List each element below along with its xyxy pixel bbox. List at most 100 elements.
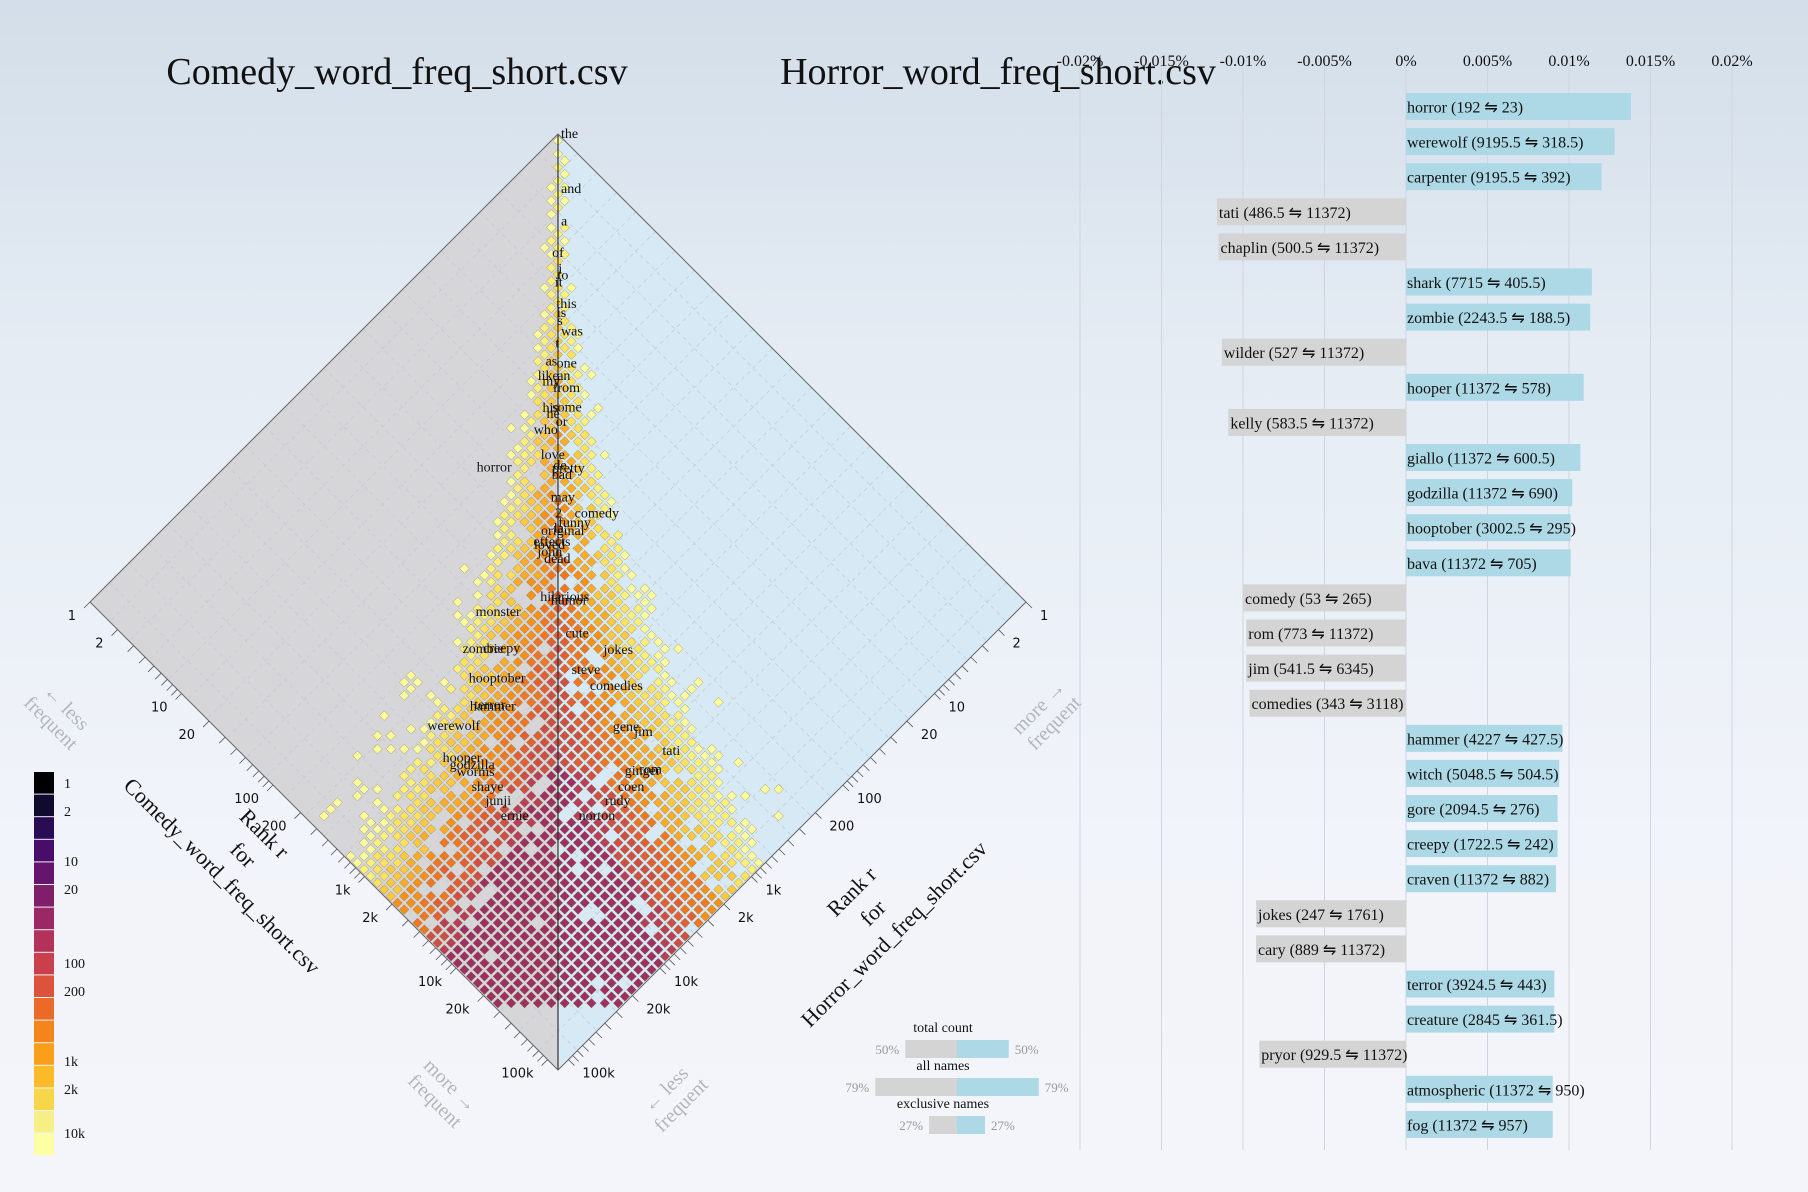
heat-cell bbox=[566, 884, 577, 895]
heat-cell bbox=[700, 777, 711, 788]
heat-cell bbox=[559, 182, 570, 193]
heat-cell bbox=[445, 737, 457, 748]
heat-cell bbox=[599, 730, 610, 741]
word-label: humor bbox=[551, 593, 588, 608]
heat-cell bbox=[653, 677, 664, 688]
heat-cell bbox=[546, 944, 557, 955]
heat-cell bbox=[633, 723, 644, 735]
heat-cell bbox=[392, 884, 403, 895]
heat-cell bbox=[693, 850, 704, 862]
heat-cell bbox=[639, 730, 650, 741]
heat-cell bbox=[519, 677, 530, 688]
heat-cell bbox=[572, 810, 584, 822]
right-rank-tick-label: 1k bbox=[765, 884, 781, 899]
bar-label: terror (3924.5 ⇋ 443) bbox=[1407, 977, 1547, 994]
heat-cell bbox=[399, 904, 410, 915]
heat-cell bbox=[613, 904, 624, 915]
heat-cell bbox=[519, 463, 530, 474]
heat-cell bbox=[459, 790, 470, 801]
heat-cell bbox=[633, 978, 644, 989]
tick-mark bbox=[493, 1011, 501, 1019]
heat-cell bbox=[613, 864, 624, 875]
heat-cell bbox=[412, 891, 423, 902]
heat-cell bbox=[466, 637, 477, 648]
grid-line bbox=[538, 582, 1007, 1051]
tick-mark bbox=[851, 775, 859, 783]
bar-label: witch (5048.5 ⇋ 504.5) bbox=[1407, 766, 1559, 783]
heat-cell bbox=[472, 723, 483, 735]
heat-cell bbox=[619, 777, 630, 788]
heat-cell bbox=[439, 917, 450, 928]
grid-line bbox=[148, 543, 617, 1012]
heat-cell bbox=[686, 911, 697, 922]
heat-cell bbox=[479, 703, 490, 715]
heat-cell bbox=[546, 931, 557, 942]
heat-cell bbox=[512, 964, 523, 975]
heat-cell bbox=[526, 777, 537, 788]
heat-cell bbox=[512, 683, 523, 694]
heat-cell bbox=[593, 616, 604, 628]
heat-cell bbox=[593, 737, 604, 748]
colorbar-swatch bbox=[34, 952, 54, 975]
heat-cell bbox=[499, 590, 510, 601]
heat-cell bbox=[512, 536, 523, 547]
word-label: horror bbox=[477, 461, 512, 476]
heat-cell bbox=[646, 844, 657, 855]
heat-cell bbox=[599, 596, 610, 608]
heat-cell bbox=[639, 703, 650, 715]
grid-line bbox=[167, 523, 637, 993]
heat-cell bbox=[492, 623, 503, 634]
heat-cell bbox=[539, 443, 550, 454]
heat-cell bbox=[492, 690, 503, 701]
grid-line bbox=[479, 211, 949, 681]
heat-cell bbox=[466, 623, 477, 634]
heat-cell bbox=[539, 496, 550, 507]
heat-cell bbox=[593, 884, 604, 895]
heat-cell bbox=[639, 944, 650, 955]
heat-cell bbox=[499, 750, 510, 761]
heat-cell bbox=[486, 857, 497, 868]
heat-cell bbox=[579, 978, 590, 989]
tick-mark bbox=[147, 665, 155, 673]
heat-cell bbox=[539, 242, 550, 253]
heat-cell bbox=[512, 871, 523, 882]
tick-mark bbox=[354, 872, 361, 879]
heat-cell bbox=[626, 784, 637, 795]
heat-cell bbox=[425, 931, 437, 942]
heat-cell bbox=[613, 837, 624, 848]
heat-cell bbox=[713, 790, 724, 801]
heat-cell bbox=[512, 777, 523, 788]
heat-cell bbox=[472, 830, 483, 842]
heat-cell bbox=[519, 944, 530, 955]
heat-cell bbox=[673, 804, 684, 815]
heat-cell bbox=[506, 744, 517, 755]
heat-cell bbox=[713, 777, 724, 788]
heat-cell bbox=[619, 844, 630, 855]
balance-left-pct: 27% bbox=[899, 1118, 923, 1133]
heat-cell bbox=[519, 784, 530, 795]
heat-cell bbox=[486, 697, 497, 708]
heat-cell bbox=[572, 757, 584, 768]
heat-cell bbox=[572, 944, 584, 955]
heat-cell bbox=[659, 777, 671, 788]
heat-cell bbox=[405, 857, 416, 868]
balance-row-title: exclusive names bbox=[897, 1097, 989, 1112]
heat-cell bbox=[613, 570, 624, 581]
heat-cell bbox=[593, 496, 604, 507]
heat-cell bbox=[399, 864, 410, 875]
heat-cell bbox=[599, 677, 610, 688]
heat-cell bbox=[679, 703, 691, 715]
heat-cell bbox=[740, 790, 751, 801]
heat-cell bbox=[559, 677, 570, 688]
heat-cell bbox=[492, 784, 503, 795]
heat-cell bbox=[512, 924, 523, 935]
heat-cell bbox=[646, 590, 657, 601]
heat-cell bbox=[439, 770, 450, 781]
heat-cell bbox=[452, 797, 463, 808]
heat-cell bbox=[479, 877, 490, 888]
heat-cell bbox=[659, 643, 671, 654]
grid-line bbox=[128, 562, 598, 1032]
grid-line bbox=[401, 289, 871, 759]
heat-cell bbox=[559, 556, 570, 567]
heat-cell bbox=[559, 449, 570, 460]
